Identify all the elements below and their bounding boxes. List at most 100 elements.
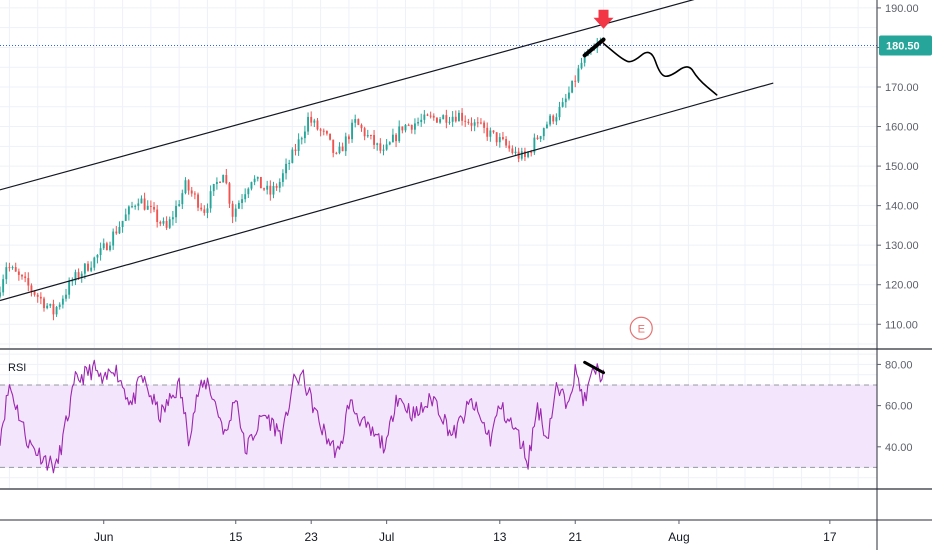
candle <box>0 286 1 299</box>
rsi-divergence-line[interactable] <box>583 360 606 375</box>
candle-body <box>256 176 259 179</box>
candle-body <box>561 102 564 107</box>
candle <box>149 200 152 214</box>
candle <box>498 133 501 148</box>
candle-body <box>278 181 281 188</box>
candle-body <box>24 276 27 279</box>
rsi-axis[interactable]: 40.00 60.00 80.00 <box>877 359 913 454</box>
candle-body <box>27 278 30 286</box>
candle-body <box>382 149 385 151</box>
candle <box>105 241 108 251</box>
candle-body <box>171 217 174 220</box>
price-divergence-line[interactable] <box>582 37 606 58</box>
candle-body <box>8 267 11 269</box>
candle <box>486 122 489 141</box>
candle-body <box>231 203 234 217</box>
channel-lower-line[interactable] <box>0 82 774 302</box>
candle-body <box>149 205 152 207</box>
candle <box>344 132 347 156</box>
candle <box>501 131 504 141</box>
candle-body <box>413 123 416 130</box>
candle <box>90 261 93 273</box>
candle <box>212 183 215 196</box>
candle-body <box>536 137 539 140</box>
candle <box>118 221 121 235</box>
channel-upper-line[interactable] <box>0 0 736 191</box>
candle <box>307 112 309 135</box>
candle-body <box>209 191 212 209</box>
candle-body <box>429 115 432 117</box>
candle <box>568 86 570 101</box>
candle-body <box>156 209 159 223</box>
candle-body <box>338 146 341 154</box>
projection-path[interactable] <box>602 42 718 96</box>
candle <box>87 261 89 272</box>
candle <box>203 205 206 216</box>
last-price-badge <box>879 35 932 56</box>
candle-body <box>99 248 102 255</box>
candle <box>247 187 250 199</box>
date-tick-label: Jun <box>94 530 113 544</box>
candle-body <box>473 122 476 126</box>
candle-body <box>442 115 445 120</box>
candle <box>156 204 159 228</box>
candle-body <box>187 180 190 191</box>
price-axis[interactable]: 110.00 120.00 130.00 140.00 150.00 160.00 170.… <box>877 3 919 331</box>
rsi-band <box>0 385 877 468</box>
candle-body <box>461 112 464 121</box>
candle-body <box>68 281 71 295</box>
candle-body <box>533 137 536 153</box>
earnings-label: E <box>638 323 645 335</box>
candle-body <box>332 139 335 153</box>
candle <box>269 180 272 201</box>
candle <box>146 200 149 210</box>
candle-body <box>357 119 360 125</box>
candle <box>17 268 20 281</box>
time-axis[interactable]: Jun 15 23 Jul 13 21 Aug 17 <box>94 520 837 544</box>
price-grid <box>0 0 877 348</box>
candle-body <box>71 280 74 282</box>
candle <box>127 205 130 221</box>
candle-body <box>483 122 486 128</box>
candle <box>347 134 350 144</box>
candle <box>65 288 67 302</box>
candle <box>467 118 470 125</box>
candle-body <box>93 257 96 268</box>
earnings-icon[interactable] <box>629 316 653 340</box>
candle-body <box>74 272 77 281</box>
candle-body <box>432 115 435 118</box>
candle-body <box>112 231 115 246</box>
candle <box>294 143 297 156</box>
candle-body <box>87 263 89 271</box>
candle <box>187 179 190 195</box>
candle <box>523 147 526 161</box>
candle <box>435 117 438 124</box>
candle-body <box>583 56 586 63</box>
candle <box>259 176 262 189</box>
date-tick-label: 15 <box>229 530 243 544</box>
candle <box>137 198 140 211</box>
candle <box>489 127 492 142</box>
candle-body <box>102 243 105 249</box>
candle-body <box>347 136 350 140</box>
candle-body <box>417 122 420 124</box>
candle <box>241 194 243 210</box>
rsi-title: RSI <box>8 362 26 374</box>
candle <box>420 113 423 127</box>
candle-body <box>448 121 451 123</box>
candle-body <box>322 130 325 132</box>
candle <box>423 110 426 124</box>
price-tick-label: 170.00 <box>885 82 919 94</box>
candle <box>285 158 287 180</box>
candle <box>300 136 303 145</box>
candle-body <box>580 62 583 69</box>
candle-body <box>105 243 108 251</box>
candle <box>61 295 64 309</box>
candle <box>234 204 237 222</box>
candle <box>561 97 564 108</box>
candle <box>222 174 225 183</box>
candle <box>5 262 8 284</box>
candle-body <box>329 133 331 140</box>
candle-body <box>43 298 45 309</box>
